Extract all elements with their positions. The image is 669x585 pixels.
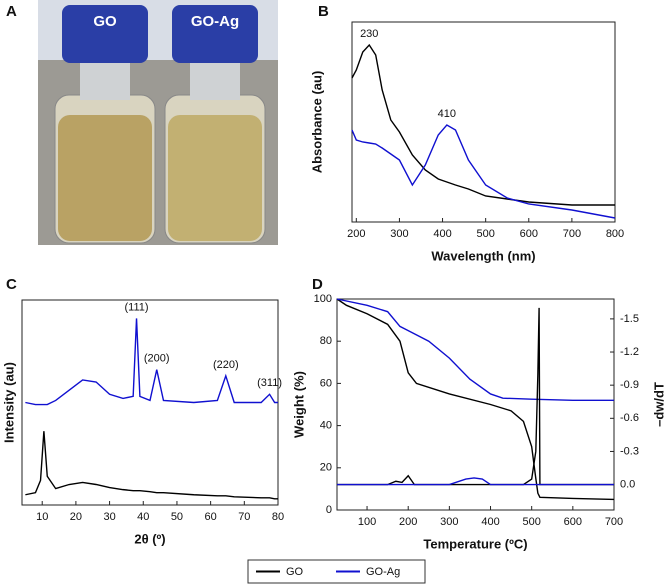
data-line (351, 43, 615, 206)
y-tick-label: 20 (320, 462, 332, 474)
y-tick-label: 0 (326, 504, 332, 516)
data-line (337, 307, 614, 486)
annotation: 230 (360, 28, 378, 40)
x-tick-label: 60 (205, 511, 217, 523)
x-tick-label: 300 (440, 516, 458, 528)
cap-label: GO-Ag (191, 13, 239, 30)
x-tick-label: 70 (238, 511, 250, 523)
x-tick-label: 400 (481, 516, 499, 528)
annotation: (200) (144, 353, 170, 365)
x-axis-label: Temperature (ºC) (423, 536, 527, 551)
x-tick-label: 800 (606, 228, 624, 240)
x-tick-label: 500 (523, 516, 541, 528)
y-tick-label: 40 (320, 420, 332, 432)
panel-label: C (6, 276, 17, 293)
x-tick-label: 100 (358, 516, 376, 528)
x-axis-label: 2θ (º) (134, 531, 165, 546)
bottle-neck (190, 60, 240, 100)
x-tick-label: 700 (605, 516, 623, 528)
y2-tick-label: 0.0 (620, 478, 635, 490)
y2-tick-label: -1.5 (620, 313, 639, 325)
y-axis-label: Weight (%) (291, 371, 306, 438)
plot-frame (336, 298, 615, 511)
y2-tick-label: -0.3 (620, 445, 639, 457)
y2-axis-label: –dw/dT (651, 382, 666, 427)
annotation: (311) (257, 377, 282, 389)
x-tick-label: 10 (36, 511, 48, 523)
x-tick-label: 700 (563, 228, 581, 240)
y-tick-label: 100 (314, 293, 332, 305)
y-tick-label: 80 (320, 335, 332, 347)
x-tick-label: 80 (272, 511, 284, 523)
y2-tick-label: -0.6 (620, 412, 639, 424)
data-line (351, 124, 616, 219)
data-line (25, 431, 278, 500)
data-line (336, 298, 614, 401)
x-tick-label: 600 (520, 228, 538, 240)
panel-label: D (312, 276, 323, 293)
x-axis-label: Wavelength (nm) (431, 248, 535, 263)
x-tick-label: 50 (171, 511, 183, 523)
cap (62, 5, 148, 63)
liquid (168, 115, 262, 241)
legend-label: GO (286, 566, 304, 578)
plot-frame (351, 21, 616, 223)
panel-label: A (6, 3, 17, 20)
annotation: 410 (438, 108, 456, 120)
x-tick-label: 200 (399, 516, 417, 528)
annotation: (111) (125, 301, 149, 313)
x-tick-label: 300 (390, 228, 408, 240)
annotation: (220) (213, 359, 239, 371)
cap (172, 5, 258, 63)
cap-label: GO (93, 13, 117, 30)
x-tick-label: 500 (476, 228, 494, 240)
y-tick-label: 60 (320, 377, 332, 389)
y2-tick-label: -1.2 (620, 346, 639, 358)
legend-label: GO-Ag (366, 566, 400, 578)
data-line (337, 477, 614, 486)
x-tick-label: 20 (70, 511, 82, 523)
data-line (25, 318, 278, 406)
x-tick-label: 200 (347, 228, 365, 240)
y2-tick-label: -0.9 (620, 379, 639, 391)
y-axis-label: Absorbance (au) (309, 71, 324, 174)
y-axis-label: Intensity (au) (1, 362, 16, 443)
x-tick-label: 40 (137, 511, 149, 523)
photo-panel: A GO GO-Ag (6, 0, 278, 245)
x-tick-label: 400 (433, 228, 451, 240)
x-tick-label: 30 (103, 511, 115, 523)
data-line (336, 298, 615, 501)
panel-label: B (318, 3, 329, 20)
liquid (58, 115, 152, 241)
x-tick-label: 600 (564, 516, 582, 528)
bottle-neck (80, 60, 130, 100)
